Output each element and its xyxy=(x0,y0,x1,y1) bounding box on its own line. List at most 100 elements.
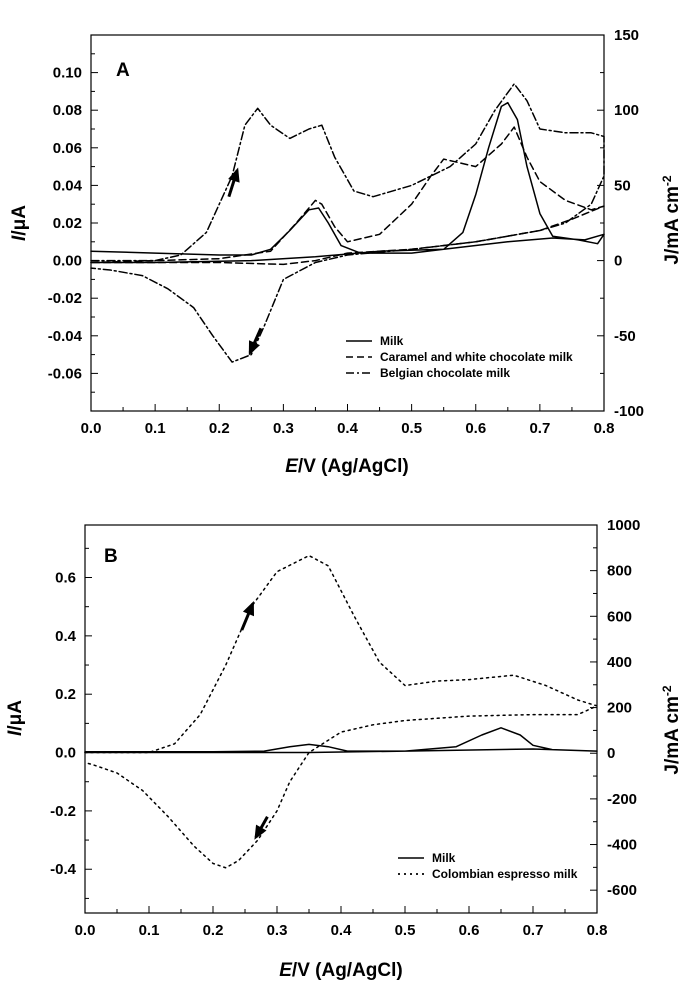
y-right-tick-label: -100 xyxy=(614,403,644,420)
x-tick-label: 0.2 xyxy=(209,420,230,437)
x-tick-label: 0.4 xyxy=(337,420,359,437)
y-right-tick-label: 600 xyxy=(607,608,632,625)
panel-label: A xyxy=(116,60,130,81)
series-group xyxy=(84,554,598,869)
y-left-tick-label: -0.4 xyxy=(50,861,77,878)
y-left-tick-label: 0.02 xyxy=(53,215,82,232)
series-line-belgian-chocolate-milk xyxy=(90,83,605,363)
y-right-axis-title: J/mA cm-2 xyxy=(660,175,683,264)
x-axis-title: E/V (Ag/AgCl) xyxy=(285,456,409,477)
y-left-tick-label: -0.06 xyxy=(48,365,82,382)
arrow-head xyxy=(242,600,255,617)
y-right-tick-label: 800 xyxy=(607,563,632,580)
x-tick-label: 0.3 xyxy=(273,420,294,437)
y-left-axis-title-unit: /μA xyxy=(9,205,30,236)
series-line-milk xyxy=(90,101,605,264)
x-tick-label: 0.0 xyxy=(81,420,102,437)
y-left-tick-label: 0.4 xyxy=(55,628,77,645)
y-left-axis-title-symbol: I xyxy=(5,730,26,736)
x-tick-label: 0.1 xyxy=(139,922,160,939)
y-left-tick-labels: -0.06 -0.04 -0.02 0.00 0.02 0.04 0.06 0.… xyxy=(48,65,83,383)
y-right-tick-label: -200 xyxy=(607,791,637,808)
x-tick-label: 0.7 xyxy=(523,922,544,939)
x-tick-label: 0.8 xyxy=(587,922,608,939)
x-axis-title-unit: /V (Ag/AgCl) xyxy=(298,456,409,477)
x-axis-title-symbol: E xyxy=(285,456,299,477)
legend-label-milk: Milk xyxy=(380,334,404,348)
y-left-tick-label: -0.04 xyxy=(48,328,83,345)
y-left-tick-labels: -0.4 -0.2 0.0 0.2 0.4 0.6 xyxy=(50,570,77,879)
x-axis-title-unit: /V (Ag/AgCl) xyxy=(292,960,403,981)
y-right-tick-labels: -100 -50 0 50 100 150 xyxy=(614,27,644,420)
legend-label-milk: Milk xyxy=(432,851,456,865)
y-left-tick-label: 0.6 xyxy=(55,570,76,587)
series-line-caramel-and-white-chocolate-milk xyxy=(90,126,605,266)
y-left-axis-title: I/μA xyxy=(9,205,30,241)
x-tick-label: 0.7 xyxy=(529,420,550,437)
legend-label-caramel: Caramel and white chocolate milk xyxy=(380,350,573,364)
y-left-tick-label: 0.2 xyxy=(55,686,76,703)
y-right-tick-label: 1000 xyxy=(607,517,640,534)
y-right-tick-label: 150 xyxy=(614,27,639,44)
x-tick-labels: 0.0 0.1 0.2 0.3 0.4 0.5 0.6 0.7 0.8 xyxy=(81,420,615,437)
y-right-tick-labels: -600 -400 -200 0 200 400 600 800 1000 xyxy=(607,517,640,899)
series-line-milk xyxy=(84,727,598,754)
x-tick-label: 0.5 xyxy=(401,420,422,437)
y-right-tick-label: 100 xyxy=(614,102,639,119)
series-line-colombian-espresso-milk xyxy=(84,554,598,869)
y-left-tick-label: 0.10 xyxy=(53,65,82,82)
plot-frame xyxy=(84,524,598,914)
x-tick-label: 0.0 xyxy=(75,922,96,939)
y-right-tick-label: 400 xyxy=(607,654,632,671)
y-left-axis-title: I/μA xyxy=(5,700,26,736)
y-right-tick-label: 50 xyxy=(614,177,631,194)
y-right-tick-label: 0 xyxy=(614,253,622,270)
legend: Milk Colombian espresso milk xyxy=(398,851,578,881)
arrow-head xyxy=(254,824,267,840)
y-right-axis-title: J/mA cm-2 xyxy=(660,685,683,774)
arrow-head xyxy=(248,340,260,356)
y-left-axis-title-unit: /μA xyxy=(5,700,26,731)
x-axis-title-symbol: E xyxy=(279,960,293,981)
y-right-tick-label: -600 xyxy=(607,882,637,899)
x-tick-label: 0.6 xyxy=(459,922,480,939)
legend-label-colombian: Colombian espresso milk xyxy=(432,867,578,881)
axis-ticks xyxy=(90,34,605,412)
y-right-tick-label: -50 xyxy=(614,328,636,345)
y-right-axis-title-text: J/mA cm xyxy=(662,186,683,265)
y-left-tick-label: -0.02 xyxy=(48,290,82,307)
x-tick-label: 0.4 xyxy=(331,922,353,939)
x-tick-label: 0.5 xyxy=(395,922,416,939)
arrow-head xyxy=(228,167,240,183)
direction-arrows xyxy=(227,167,263,356)
y-left-tick-label: 0.00 xyxy=(53,253,82,270)
panel-b: B 0.0 0.1 0.2 0.3 0.4 0.5 0.6 0.7 0.8 -0… xyxy=(5,517,683,981)
legend-label-belgian: Belgian chocolate milk xyxy=(380,366,510,380)
y-left-axis-title-symbol: I xyxy=(9,235,30,241)
y-right-axis-title-sup: -2 xyxy=(660,175,674,186)
panel-a: A 0.0 0.1 0.2 0.3 0.4 0.5 0.6 0.7 0.8 -0… xyxy=(9,27,683,477)
y-right-axis-title-text: J/mA cm xyxy=(662,696,683,775)
y-right-tick-label: -400 xyxy=(607,837,637,854)
x-tick-label: 0.3 xyxy=(267,922,288,939)
y-right-tick-label: 200 xyxy=(607,700,632,717)
x-tick-labels: 0.0 0.1 0.2 0.3 0.4 0.5 0.6 0.7 0.8 xyxy=(75,922,608,939)
y-left-tick-label: 0.06 xyxy=(53,140,82,157)
direction-arrows xyxy=(240,600,269,840)
x-tick-label: 0.1 xyxy=(145,420,166,437)
y-left-tick-label: 0.08 xyxy=(53,102,82,119)
x-tick-label: 0.8 xyxy=(594,420,615,437)
y-left-tick-label: 0.0 xyxy=(55,745,76,762)
x-tick-label: 0.6 xyxy=(465,420,486,437)
y-left-tick-label: 0.04 xyxy=(53,177,83,194)
series-group xyxy=(90,83,605,363)
x-tick-label: 0.2 xyxy=(203,922,224,939)
y-left-tick-label: -0.2 xyxy=(50,803,76,820)
panel-label: B xyxy=(104,546,118,567)
legend: Milk Caramel and white chocolate milk Be… xyxy=(346,334,573,380)
y-right-axis-title-sup: -2 xyxy=(660,685,674,696)
axis-ticks xyxy=(84,524,598,914)
y-right-tick-label: 0 xyxy=(607,745,615,762)
x-axis-title: E/V (Ag/AgCl) xyxy=(279,960,403,981)
